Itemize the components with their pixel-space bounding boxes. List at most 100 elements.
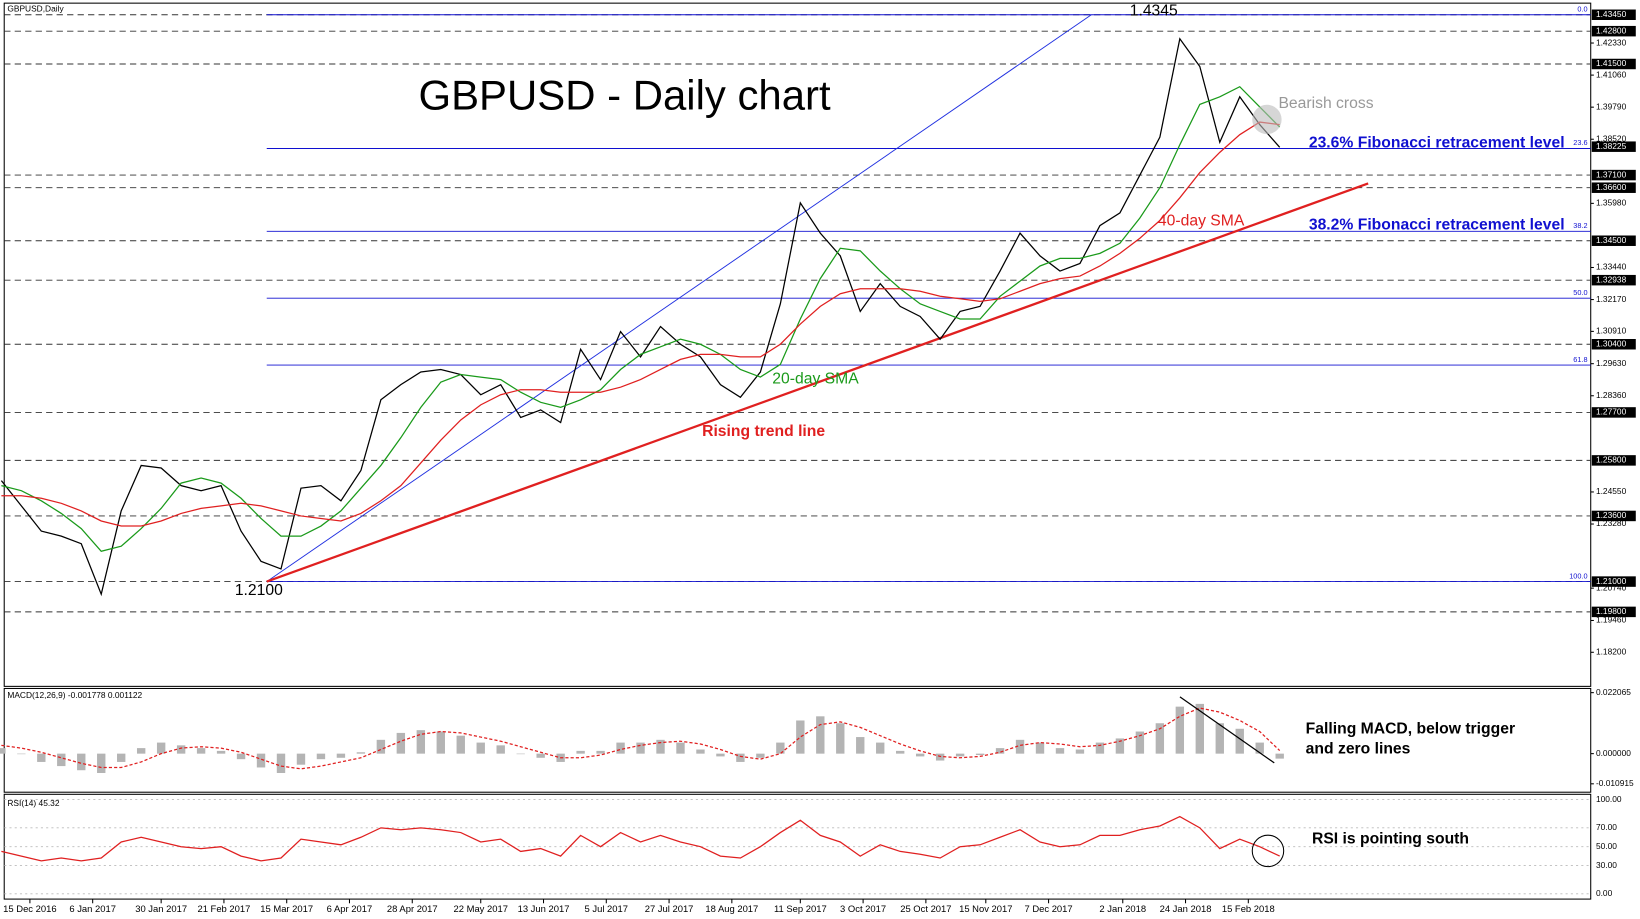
x-tick-label: 6 Jan 2017 bbox=[69, 903, 116, 914]
macd-bar bbox=[876, 742, 885, 754]
macd-bar bbox=[656, 739, 665, 754]
macd-bar bbox=[316, 753, 326, 760]
macd-bar bbox=[596, 750, 605, 754]
level-box bbox=[1591, 58, 1636, 70]
level-box bbox=[1591, 235, 1636, 246]
level-box bbox=[1591, 606, 1636, 618]
macd-bar bbox=[756, 753, 765, 758]
macd-bar bbox=[436, 731, 445, 754]
level-box bbox=[1591, 169, 1636, 181]
macd-tick-label: 0.000000 bbox=[1596, 748, 1631, 758]
x-tick-label: 27 Jul 2017 bbox=[645, 903, 694, 914]
level-label: 1.34500 bbox=[1596, 235, 1627, 245]
rsi-line bbox=[1, 815, 1280, 862]
x-tick-label: 5 Jul 2017 bbox=[585, 903, 628, 914]
macd-note: and zero lines bbox=[1306, 740, 1411, 757]
last-price-box bbox=[1591, 141, 1636, 152]
macd-bar bbox=[296, 753, 306, 765]
y-tick-label: 1.32170 bbox=[1596, 294, 1627, 304]
macd-bar bbox=[216, 750, 226, 754]
macd-bar bbox=[57, 753, 66, 767]
level-label: 1.25800 bbox=[1596, 455, 1627, 465]
y-tick-label: 1.33440 bbox=[1596, 262, 1627, 272]
macd-bar bbox=[915, 753, 925, 757]
y-tick-label: 1.28360 bbox=[1596, 390, 1627, 400]
macd-bar bbox=[17, 753, 26, 755]
level-box bbox=[1591, 25, 1636, 37]
y-tick-label: 1.39790 bbox=[1596, 101, 1627, 111]
x-tick-label: 25 Oct 2017 bbox=[900, 903, 951, 914]
macd-bar bbox=[117, 753, 126, 762]
macd-bar bbox=[276, 753, 286, 773]
y-tick-label: 1.20740 bbox=[1596, 582, 1627, 592]
level-label: 1.21000 bbox=[1596, 576, 1627, 586]
rsi-header: RSI(14) 45.32 bbox=[7, 798, 59, 808]
x-tick-label: 21 Feb 2017 bbox=[197, 903, 250, 914]
chart-title: GBPUSD - Daily chart bbox=[418, 72, 831, 119]
y-tick-label: 1.35980 bbox=[1596, 198, 1627, 208]
x-tick-label: 11 Sep 2017 bbox=[774, 903, 827, 914]
y-tick-label: 1.30910 bbox=[1596, 326, 1627, 336]
macd-bar bbox=[1195, 703, 1204, 754]
x-tick-label: 3 Oct 2017 bbox=[840, 903, 886, 914]
fib-label: 50.0 bbox=[1573, 288, 1587, 297]
x-tick-label: 24 Jan 2018 bbox=[1160, 903, 1212, 914]
macd-bar bbox=[416, 730, 426, 754]
level-label: 1.23600 bbox=[1596, 510, 1627, 520]
macd-bar bbox=[376, 739, 386, 754]
price-line bbox=[0, 37, 1281, 597]
macd-bar bbox=[1255, 742, 1264, 754]
sma40-label: 40-day SMA bbox=[1158, 212, 1245, 229]
macd-bar bbox=[1235, 728, 1244, 754]
macd-bar bbox=[576, 750, 585, 754]
macd-bar bbox=[696, 749, 705, 754]
macd-bar bbox=[816, 716, 825, 754]
x-tick-label: 13 Jun 2017 bbox=[518, 903, 570, 914]
fib-label: 61.8 bbox=[1573, 355, 1587, 364]
macd-bar bbox=[77, 753, 86, 771]
y-tick-label: 1.29630 bbox=[1596, 358, 1627, 368]
macd-bar bbox=[995, 748, 1005, 754]
macd-panel bbox=[3, 687, 1592, 793]
sma-line bbox=[1, 85, 1281, 552]
level-label: 1.32938 bbox=[1596, 274, 1627, 284]
macd-bar bbox=[1055, 748, 1065, 754]
y-tick-label: 1.18200 bbox=[1596, 647, 1627, 657]
macd-tick-label: -0.010915 bbox=[1596, 778, 1634, 788]
plot-layer: 1.42330 1.41060 1.39790 1.38520 1.35980 1.334… bbox=[0, 4, 1636, 914]
level-box bbox=[1591, 274, 1636, 286]
x-tick-label: 15 Nov 2017 bbox=[959, 903, 1012, 914]
x-tick-label: 15 Mar 2017 bbox=[260, 903, 313, 914]
macd-bar bbox=[536, 753, 545, 758]
macd-bar bbox=[1015, 739, 1025, 754]
last-price-label: 1.38225 bbox=[1596, 141, 1627, 151]
level-label: 1.42800 bbox=[1596, 25, 1627, 35]
fib-382-label: 38.2% Fibonacci retracement level bbox=[1309, 216, 1565, 233]
y-tick-label: 1.41060 bbox=[1596, 69, 1627, 79]
macd-bar bbox=[496, 745, 505, 754]
rsi-tick-label: 70.00 bbox=[1596, 822, 1617, 832]
rsi-tick-label: 0.00 bbox=[1596, 888, 1613, 898]
macd-bar bbox=[1115, 738, 1125, 754]
level-label: 1.37100 bbox=[1596, 169, 1627, 179]
macd-bar bbox=[476, 742, 485, 754]
trend-line-label: Rising trend line bbox=[702, 423, 825, 440]
macd-bar bbox=[156, 742, 166, 754]
macd-bar bbox=[935, 753, 945, 761]
x-tick-label: 22 May 2017 bbox=[453, 903, 507, 914]
x-tick-label: 2 Jan 2018 bbox=[1099, 903, 1146, 914]
macd-bar bbox=[736, 753, 745, 762]
x-tick-label: 30 Jan 2017 bbox=[135, 903, 187, 914]
y-tick-label: 1.19460 bbox=[1596, 615, 1627, 625]
rsi-tick-label: 30.00 bbox=[1596, 860, 1617, 870]
level-label: 1.41500 bbox=[1596, 58, 1627, 68]
macd-bar bbox=[456, 735, 465, 754]
level-label: 1.43450 bbox=[1596, 9, 1627, 19]
rsi-tick-label: 100.00 bbox=[1596, 794, 1622, 804]
macd-note: Falling MACD, below trigger bbox=[1306, 720, 1515, 737]
macd-bar bbox=[975, 753, 985, 756]
macd-header: MACD(12,26,9) -0.001778 0.001122 bbox=[7, 690, 142, 700]
